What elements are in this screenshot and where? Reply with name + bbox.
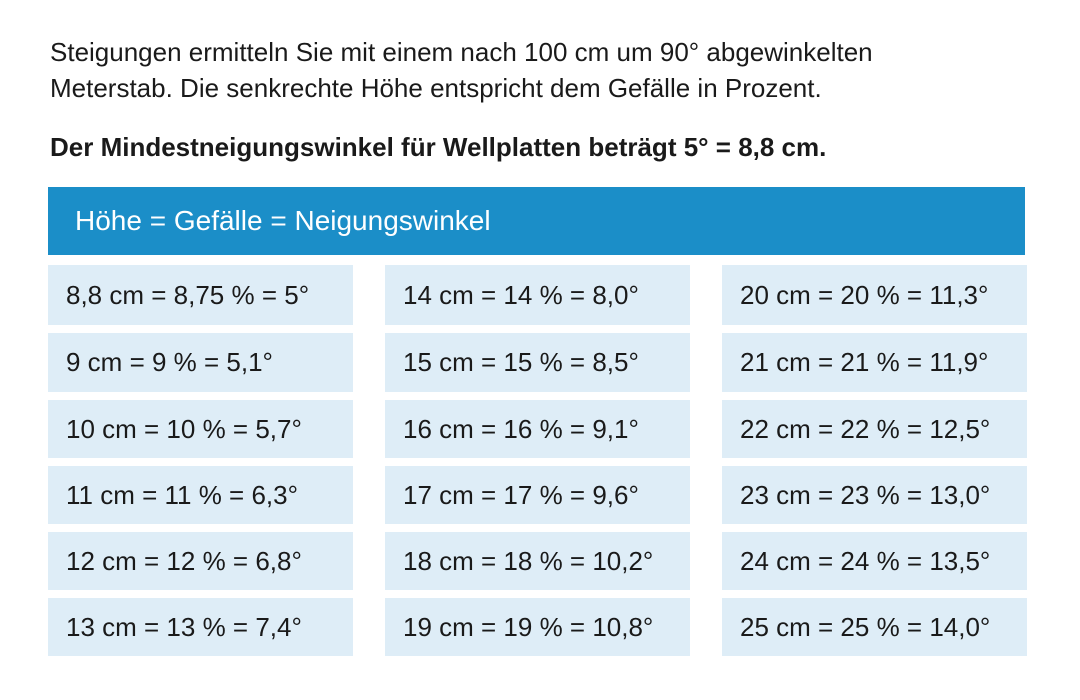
table-cell: 11 cm = 11 % = 6,3° [48,466,353,524]
table-cell: 23 cm = 23 % = 13,0° [722,466,1027,524]
table-cell: 24 cm = 24 % = 13,5° [722,532,1027,590]
table-cell: 21 cm = 21 % = 11,9° [722,333,1027,392]
table-header: Höhe = Gefälle = Neigungswinkel [48,187,1025,255]
intro-line: Steigungen ermitteln Sie mit einem nach … [50,37,873,67]
table-cell: 15 cm = 15 % = 8,5° [385,333,690,392]
table-cell: 17 cm = 17 % = 9,6° [385,466,690,524]
note: Der Mindestneigungswinkel für Wellplatte… [50,132,827,162]
intro-line: Meterstab. Die senkrechte Höhe entsprich… [50,73,822,103]
table-cell: 13 cm = 13 % = 7,4° [48,598,353,656]
table-cell: 22 cm = 22 % = 12,5° [722,400,1027,458]
table-cell: 20 cm = 20 % = 11,3° [722,265,1027,325]
table-cell: 14 cm = 14 % = 8,0° [385,265,690,325]
table-cell: 25 cm = 25 % = 14,0° [722,598,1027,656]
table-cell: 19 cm = 19 % = 10,8° [385,598,690,656]
table-cell: 9 cm = 9 % = 5,1° [48,333,353,392]
table-cell: 16 cm = 16 % = 9,1° [385,400,690,458]
table-cell: 18 cm = 18 % = 10,2° [385,532,690,590]
table-cell: 10 cm = 10 % = 5,7° [48,400,353,458]
table-cell: 8,8 cm = 8,75 % = 5° [48,265,353,325]
table-cell: 12 cm = 12 % = 6,8° [48,532,353,590]
